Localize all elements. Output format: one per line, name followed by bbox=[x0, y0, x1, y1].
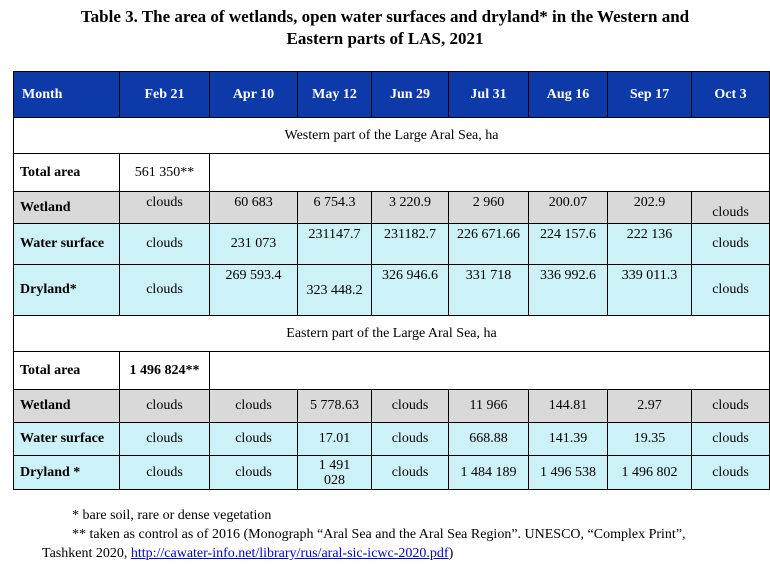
total-label: Total area bbox=[13, 351, 120, 390]
table-cell: 6 754.3 bbox=[297, 191, 372, 224]
table-cell: clouds bbox=[691, 223, 770, 265]
header-row: Month Feb 21 Apr 10 May 12 Jun 29 Jul 31… bbox=[13, 71, 770, 118]
section-row-eastern: Eastern part of the Large Aral Sea, ha bbox=[13, 315, 770, 352]
table-cell: 1 484 189 bbox=[448, 455, 529, 490]
table-cell: clouds bbox=[119, 389, 210, 423]
table-cell: 17.01 bbox=[297, 422, 372, 456]
table-cell: 1 491 028 bbox=[297, 455, 372, 490]
total-row-eastern: Total area 1 496 824** bbox=[13, 351, 770, 390]
table-cell: clouds bbox=[119, 455, 210, 490]
table-cell: clouds bbox=[209, 455, 298, 490]
table-cell: 269 593.4 bbox=[209, 264, 298, 316]
total-value: 1 496 824** bbox=[119, 351, 210, 390]
table-cell: 5 778.63 bbox=[297, 389, 372, 423]
table-cell: clouds bbox=[371, 389, 449, 423]
table-cell: clouds bbox=[371, 422, 449, 456]
table-cell: 222 136 bbox=[607, 223, 692, 265]
table-cell: 141.39 bbox=[528, 422, 608, 456]
table-cell: 19.35 bbox=[607, 422, 692, 456]
empty-cell bbox=[209, 153, 770, 192]
table-cell: 226 671.66 bbox=[448, 223, 529, 265]
total-value: 561 350** bbox=[119, 153, 210, 192]
table-cell: 2.97 bbox=[607, 389, 692, 423]
table-cell: 60 683 bbox=[209, 191, 298, 224]
column-header: Apr 10 bbox=[209, 71, 298, 118]
row-label: Dryland* bbox=[13, 264, 120, 316]
section-title: Eastern part of the Large Aral Sea, ha bbox=[13, 315, 770, 352]
row-label: Water surface bbox=[13, 422, 120, 456]
column-header: Oct 3 bbox=[691, 71, 770, 118]
column-header: Feb 21 bbox=[119, 71, 210, 118]
table-cell: 1 496 538 bbox=[528, 455, 608, 490]
table-cell: 231 073 bbox=[209, 223, 298, 265]
footnote-3: Tashkent 2020, http://cawater-info.net/l… bbox=[42, 544, 770, 563]
footnote-1: * bare soil, rare or dense vegetation bbox=[72, 508, 272, 523]
table-cell: 231182.7 bbox=[371, 223, 449, 265]
table-cell: 11 966 bbox=[448, 389, 529, 423]
total-row-western: Total area 561 350** bbox=[13, 153, 770, 192]
table-row: Wetland clouds 60 683 6 754.3 3 220.9 2 … bbox=[13, 191, 770, 224]
table-cell: 1 496 802 bbox=[607, 455, 692, 490]
table-cell: 202.9 bbox=[607, 191, 692, 224]
empty-cell bbox=[209, 351, 770, 390]
table-cell: clouds bbox=[691, 422, 770, 456]
table-cell: clouds bbox=[371, 455, 449, 490]
column-header: Sep 17 bbox=[607, 71, 692, 118]
table-row: Dryland* clouds 269 593.4 323 448.2 326 … bbox=[13, 264, 770, 316]
table-cell: clouds bbox=[691, 264, 770, 316]
table-cell: 331 718 bbox=[448, 264, 529, 316]
table-row: Wetland clouds clouds 5 778.63 clouds 11… bbox=[13, 389, 770, 423]
table-cell: clouds bbox=[119, 422, 210, 456]
table-cell: clouds bbox=[691, 191, 770, 224]
source-link[interactable]: http://cawater-info.net/library/rus/aral… bbox=[130, 546, 449, 561]
table-cell: clouds bbox=[209, 389, 298, 423]
column-header: Jul 31 bbox=[448, 71, 529, 118]
row-label: Dryland * bbox=[13, 455, 120, 490]
column-header: Month bbox=[13, 71, 120, 118]
table-cell: 231147.7 bbox=[297, 223, 372, 265]
table-cell: 224 157.6 bbox=[528, 223, 608, 265]
section-row-western: Western part of the Large Aral Sea, ha bbox=[13, 117, 770, 154]
table-row: Water surface clouds 231 073 231147.7 23… bbox=[13, 223, 770, 265]
table-row: Water surface clouds clouds 17.01 clouds… bbox=[13, 422, 770, 456]
table-cell: clouds bbox=[209, 422, 298, 456]
table-cell: 3 220.9 bbox=[371, 191, 449, 224]
table-row: Dryland * clouds clouds 1 491 028 clouds… bbox=[13, 455, 770, 490]
row-label: Wetland bbox=[13, 191, 120, 224]
table-cell: 326 946.6 bbox=[371, 264, 449, 316]
table-cell: 323 448.2 bbox=[297, 264, 372, 316]
footnote-3-suffix: ) bbox=[448, 546, 454, 561]
table-cell: clouds bbox=[119, 223, 210, 265]
row-label: Water surface bbox=[13, 223, 120, 265]
footnote-2: ** taken as control as of 2016 (Monograp… bbox=[72, 527, 686, 542]
table-cell: clouds bbox=[119, 191, 210, 224]
footnote-3-prefix: Tashkent 2020, bbox=[42, 546, 131, 561]
table-cell: clouds bbox=[119, 264, 210, 316]
table-cell: clouds bbox=[691, 455, 770, 490]
title-line-1: Table 3. The area of wetlands, open wate… bbox=[80, 7, 690, 26]
table-cell: 668.88 bbox=[448, 422, 529, 456]
table-cell: 2 960 bbox=[448, 191, 529, 224]
total-label: Total area bbox=[13, 153, 120, 192]
table-cell: clouds bbox=[691, 389, 770, 423]
table-cell: 339 011.3 bbox=[607, 264, 692, 316]
table-cell: 144.81 bbox=[528, 389, 608, 423]
wetlands-table: Month Feb 21 Apr 10 May 12 Jun 29 Jul 31… bbox=[13, 71, 770, 490]
footnotes: * bare soil, rare or dense vegetation **… bbox=[0, 506, 770, 563]
title-line-2: Eastern parts of LAS, 2021 bbox=[286, 29, 484, 48]
row-label: Wetland bbox=[13, 389, 120, 423]
column-header: Jun 29 bbox=[371, 71, 449, 118]
column-header: Aug 16 bbox=[528, 71, 608, 118]
table-title: Table 3. The area of wetlands, open wate… bbox=[0, 6, 770, 50]
column-header: May 12 bbox=[297, 71, 372, 118]
section-title: Western part of the Large Aral Sea, ha bbox=[13, 117, 770, 154]
table-cell: 200.07 bbox=[528, 191, 608, 224]
table-cell: 336 992.6 bbox=[528, 264, 608, 316]
